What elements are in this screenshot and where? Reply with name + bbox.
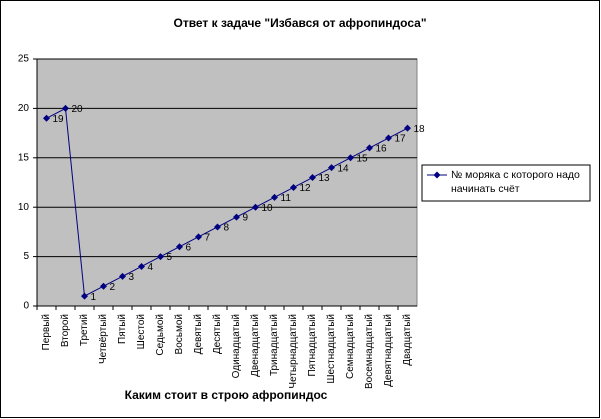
marker	[309, 174, 316, 182]
x-tick-label: Четвёртый	[98, 314, 109, 364]
data-label: 15	[357, 153, 369, 164]
marker	[62, 104, 69, 112]
marker	[157, 253, 164, 261]
data-label: 5	[167, 252, 173, 263]
legend-label-box: № моряка с которого надо начинать счёт	[451, 169, 580, 195]
series-line	[46, 107, 408, 297]
marker	[176, 243, 183, 251]
data-label: 7	[205, 232, 211, 243]
marker	[233, 213, 240, 221]
marker	[100, 282, 107, 290]
x-tick-label: Второй	[60, 314, 71, 347]
plot-area	[36, 58, 418, 307]
x-tick-label: Тринадцатый	[269, 314, 280, 376]
marker	[252, 203, 259, 211]
x-tick-label: Пятнадцатый	[307, 314, 318, 377]
y-tick-label: 20	[18, 103, 30, 114]
data-label: 8	[224, 223, 230, 234]
x-tick-label: Четырнадцатый	[288, 314, 299, 389]
data-label: 2	[110, 282, 116, 293]
data-label: 10	[262, 203, 274, 214]
y-tick-label: 15	[18, 152, 30, 163]
x-tick-label: Первый	[41, 314, 52, 350]
marker	[328, 164, 335, 172]
marker	[290, 183, 297, 191]
x-tick-label: Девятнадцатый	[383, 314, 394, 387]
y-tick-label: 25	[18, 54, 30, 65]
data-label: 14	[338, 163, 350, 174]
data-label: 16	[376, 144, 388, 155]
marker	[385, 134, 392, 142]
x-tick-label: Одинадцатый	[231, 314, 242, 378]
x-tick-label: Восьмой	[174, 314, 185, 354]
marker	[271, 193, 278, 201]
x-tick-label: Девятый	[193, 314, 204, 354]
data-label: 6	[186, 242, 192, 253]
x-tick-label: Семнадцатый	[345, 314, 356, 379]
legend-box	[421, 164, 591, 202]
x-tick-label: Шестой	[136, 314, 147, 349]
marker	[81, 292, 88, 300]
data-label: 11	[281, 193, 292, 204]
x-tick-label: Шестнадцатый	[326, 314, 337, 384]
data-label: 4	[148, 262, 154, 273]
marker	[119, 272, 126, 280]
y-tick-label: 0	[23, 301, 29, 312]
x-tick-label: Седьмой	[155, 314, 166, 356]
data-label: 17	[395, 134, 407, 145]
marker	[404, 124, 411, 132]
data-label: 19	[53, 114, 65, 125]
data-label: 3	[129, 272, 135, 283]
x-tick-label: Пятый	[117, 314, 128, 344]
x-tick-label: Двадцатый	[402, 314, 413, 366]
x-tick-label: Десятый	[212, 314, 223, 354]
x-tick-label: Третий	[79, 314, 90, 346]
y-tick-label: 10	[18, 202, 30, 213]
legend-label: № моряка с которого надо начинать счёт	[451, 169, 580, 195]
marker	[138, 262, 145, 270]
data-label: 13	[319, 173, 331, 184]
legend-marker	[433, 171, 441, 179]
data-label: 1	[91, 292, 97, 303]
data-label: 12	[300, 183, 312, 194]
data-label: 18	[414, 124, 426, 135]
x-tick-label: Двенадцатый	[250, 314, 261, 377]
marker	[214, 223, 221, 231]
data-label: 20	[72, 104, 84, 115]
x-axis-title: Каким стоит в строю афропиндос	[125, 388, 328, 402]
y-tick-label: 5	[23, 251, 29, 262]
data-label: 9	[243, 213, 249, 224]
marker	[366, 144, 373, 152]
marker	[347, 154, 354, 162]
x-tick-label: Восемнадцатый	[364, 314, 375, 389]
marker	[195, 233, 202, 241]
chart-title: Ответ к задаче "Избався от афропиндоса"	[173, 16, 426, 30]
marker	[43, 114, 50, 122]
